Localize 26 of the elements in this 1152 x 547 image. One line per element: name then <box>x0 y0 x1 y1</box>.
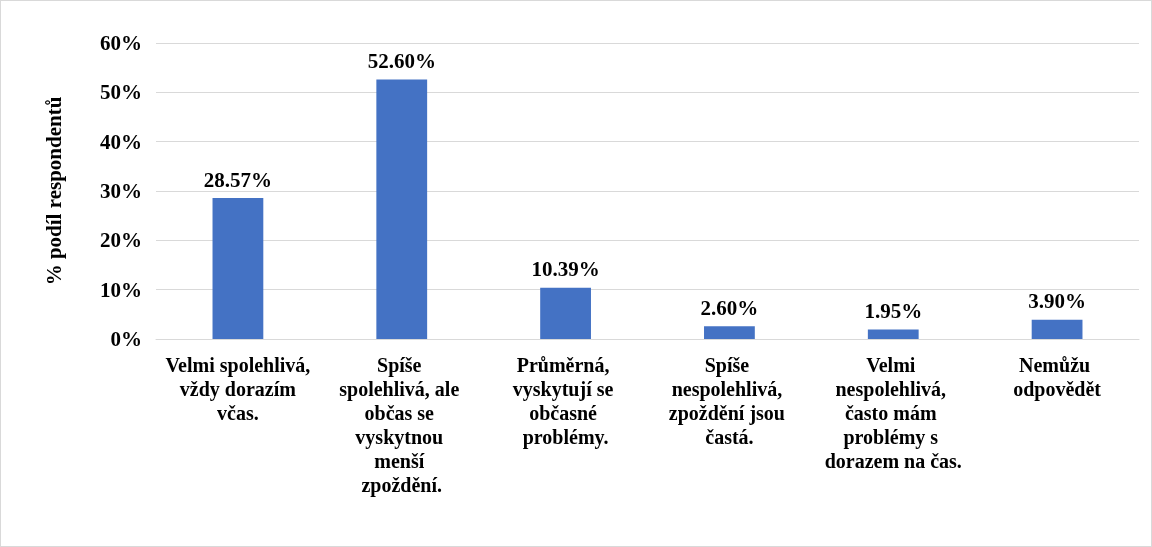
y-tick-label: 20% <box>100 228 142 253</box>
x-tick-label: Nemůžu odpovědět <box>1013 354 1102 401</box>
y-tick-label: 50% <box>100 80 142 105</box>
x-tick-label: Průměrná, vyskytují se občasné problémy. <box>512 354 619 449</box>
y-tick-label: 0% <box>110 327 142 351</box>
bar <box>867 329 919 339</box>
bar <box>704 326 755 339</box>
bar <box>212 198 264 339</box>
data-label: 3.90% <box>1028 289 1086 314</box>
y-tick-label: 30% <box>100 179 142 203</box>
bar <box>540 287 591 339</box>
data-label: 2.60% <box>700 295 759 320</box>
data-label: 52.60% <box>367 49 436 74</box>
data-label: 1.95% <box>864 298 923 323</box>
y-tick-label: 40% <box>100 129 142 154</box>
data-label: 10.39% <box>531 257 600 282</box>
bar <box>376 79 428 339</box>
x-tick-label: Spíše nespolehlivá, zpoždění jsou častá. <box>668 354 790 448</box>
x-tick-label: Spíše spolehlivá, ale občas se vyskytnou menší zpoždění. <box>339 354 465 497</box>
y-tick-label: 60% <box>100 31 142 55</box>
x-tick-label: Velmi spolehlivá, vždy dorazím včas. <box>165 354 311 424</box>
data-label: 28.57% <box>203 167 273 192</box>
y-axis-title: % podíl respondentů <box>41 96 66 286</box>
x-tick-label: Velmi nespolehlivá, často mám problémy s dorazem na čas. <box>824 354 962 472</box>
bar <box>1031 319 1083 339</box>
y-tick-label: 10% <box>100 277 142 302</box>
